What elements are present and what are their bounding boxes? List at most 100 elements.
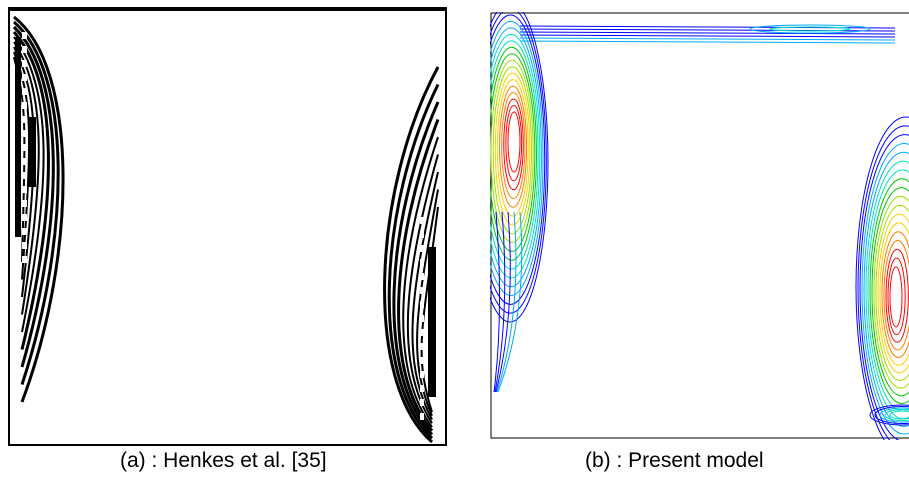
streamline (406, 154, 439, 424)
panel-b-caption: (b) : Present model (585, 449, 764, 472)
dash-gap (22, 88, 27, 95)
panel-a-right-vortex (383, 66, 440, 444)
contour (881, 231, 909, 359)
dash-gap (22, 256, 27, 263)
tail-contour (495, 211, 511, 393)
contour (490, 59, 534, 244)
dash-gap (420, 371, 424, 378)
streamline (392, 101, 440, 436)
dash-gap (420, 343, 424, 350)
contour (490, 27, 542, 288)
contour (490, 20, 544, 296)
streamline (387, 83, 440, 440)
contour (861, 143, 909, 435)
streamline (13, 36, 45, 333)
panel-a-henkes-streamlines (8, 7, 448, 447)
dash-gap (420, 413, 424, 420)
tail-contour (496, 211, 517, 393)
contour (499, 85, 528, 208)
streamline (416, 189, 439, 417)
panel-b-present-model-contours (490, 12, 909, 440)
streamline (397, 118, 440, 432)
contour (889, 266, 903, 328)
core-band (28, 117, 36, 187)
streamline (402, 136, 439, 428)
corner-contour (869, 404, 909, 426)
dash-gap (420, 287, 424, 294)
wall-band (15, 37, 21, 237)
tail-contour (494, 211, 506, 393)
contour (490, 14, 546, 305)
contour (503, 98, 524, 191)
dash-gap (420, 315, 424, 322)
streamline (13, 15, 65, 403)
contour (859, 134, 909, 440)
contour (873, 195, 909, 389)
streamline (13, 20, 60, 385)
contour (490, 33, 541, 279)
corner-contour (884, 409, 909, 421)
core-band (428, 247, 436, 397)
contour (863, 151, 909, 427)
corner-contour (874, 406, 909, 424)
contour (490, 53, 536, 252)
contour (494, 72, 531, 226)
contour (496, 79, 529, 217)
dash-gap (22, 46, 27, 53)
contour (855, 116, 909, 440)
contour (857, 125, 909, 440)
contour (875, 204, 909, 382)
streamline (383, 66, 440, 444)
contour (490, 12, 549, 323)
dash-gap (420, 217, 424, 224)
dash-gap (22, 130, 27, 137)
contour (501, 92, 526, 199)
contour (879, 222, 909, 366)
corner-contour (879, 407, 909, 423)
dash-gap (22, 200, 27, 207)
tail-contour (497, 211, 523, 393)
panel-b-right-contours (855, 116, 909, 440)
contour (492, 66, 533, 235)
contour (505, 105, 523, 182)
panel-a-plot (8, 7, 447, 446)
dash-gap (22, 32, 27, 39)
dash-gap (420, 329, 424, 336)
dash-gap (22, 144, 27, 151)
panel-b-left-contours (490, 12, 549, 393)
contour (871, 187, 909, 397)
panel-a-frame (8, 7, 447, 446)
panel-b-frame (490, 12, 909, 439)
dash-gap (22, 214, 27, 221)
dash-gap (420, 273, 424, 280)
dash-gap (22, 172, 27, 179)
contour (490, 12, 547, 314)
dash-gap (22, 74, 27, 81)
contour (869, 178, 909, 404)
contour (883, 240, 909, 351)
contour (885, 248, 909, 343)
top-contour (749, 24, 871, 34)
dash-gap (22, 116, 27, 123)
top-contour (769, 26, 851, 32)
contour (507, 111, 521, 173)
dash-gap (420, 357, 424, 364)
contour (490, 46, 537, 261)
dash-gap (22, 228, 27, 235)
top-contour (519, 31, 896, 35)
streamline (411, 171, 439, 420)
dash-gap (420, 385, 424, 392)
contour (877, 213, 909, 374)
top-contour (519, 34, 896, 38)
panel-a-left-vortex (12, 15, 65, 403)
contour (887, 257, 906, 336)
tail-contour (493, 211, 501, 393)
panel-b-top-contours (519, 24, 896, 44)
contour (490, 40, 539, 270)
dash-gap (420, 245, 424, 252)
dash-gap (22, 186, 27, 193)
dash-gap (420, 259, 424, 266)
panel-b-plot (490, 12, 909, 440)
dash-gap (22, 158, 27, 165)
dash-gap (420, 399, 424, 406)
